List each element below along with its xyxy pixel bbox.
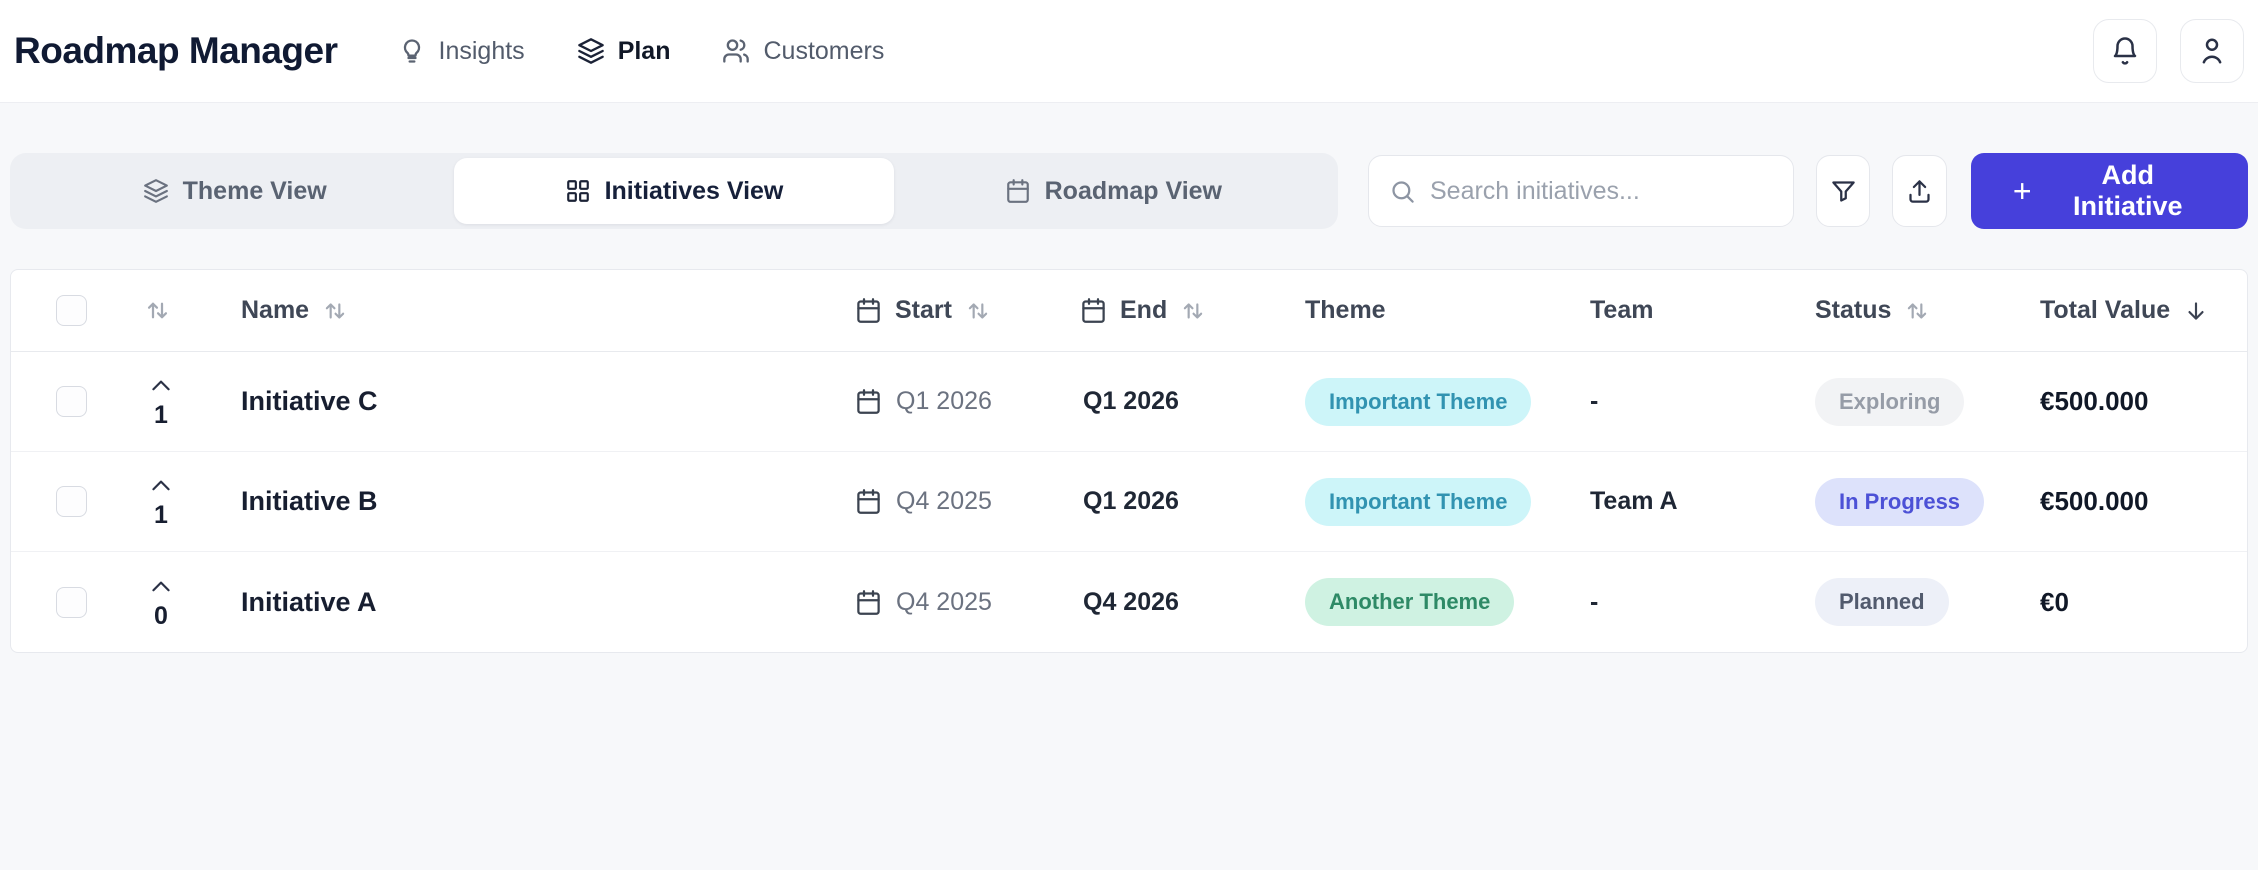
- view-switcher: Theme View Initiatives View Roadmap View: [10, 153, 1338, 229]
- theme-badge: Important Theme: [1305, 377, 1532, 426]
- header-actions: [2093, 19, 2244, 83]
- team-value: -: [1590, 387, 1599, 415]
- theme-badge: Another Theme: [1305, 578, 1515, 626]
- row-checkbox[interactable]: [56, 486, 87, 517]
- nav-item-label: Customers: [763, 36, 885, 65]
- team-value: -: [1590, 587, 1599, 616]
- layers-icon: [577, 37, 605, 65]
- calendar-icon: [855, 297, 882, 324]
- column-header-status[interactable]: Status: [1815, 296, 2030, 325]
- app-title: Roadmap Manager: [14, 30, 338, 71]
- column-header-theme: Theme: [1305, 296, 1386, 324]
- column-header-start[interactable]: Start: [855, 296, 991, 325]
- calendar-icon: [855, 589, 882, 616]
- row-checkbox[interactable]: [56, 586, 87, 618]
- toolbar: Theme View Initiatives View Roadmap View…: [10, 153, 2249, 229]
- column-header-total-value[interactable]: Total Value: [2040, 296, 2247, 325]
- vote-count: 0: [154, 601, 168, 630]
- app-header: Roadmap Manager Insights Plan Customers: [0, 0, 2258, 103]
- lightbulb-icon: [398, 37, 426, 65]
- upvote-button[interactable]: [148, 473, 174, 499]
- users-icon: [722, 37, 750, 65]
- start-value: Q1 2026: [896, 387, 992, 415]
- grid-icon: [565, 178, 591, 204]
- initiatives-table: Name Start End Theme Team: [10, 269, 2248, 653]
- nav-item-customers[interactable]: Customers: [722, 37, 884, 66]
- tab-label: Theme View: [182, 176, 327, 205]
- layers-icon: [143, 178, 169, 204]
- table-row[interactable]: 1 Initiative B Q4 2025 Q1 2026 Important…: [11, 452, 2247, 552]
- theme-badge: Important Theme: [1305, 477, 1532, 526]
- funnel-icon: [1830, 178, 1857, 205]
- column-header-end[interactable]: End: [1080, 296, 1206, 325]
- total-value: €0: [2040, 586, 2069, 617]
- tab-theme-view[interactable]: Theme View: [15, 158, 454, 224]
- status-badge: Planned: [1815, 578, 1949, 626]
- team-value: Team A: [1590, 487, 1678, 515]
- nav-item-insights[interactable]: Insights: [398, 37, 525, 66]
- calendar-icon: [1005, 178, 1031, 204]
- plus-icon: +: [2012, 173, 2032, 209]
- nav-item-label: Plan: [617, 36, 671, 65]
- table-body: 1 Initiative C Q1 2026 Q1 2026 Important…: [11, 352, 2247, 652]
- table-header-row: Name Start End Theme Team: [11, 270, 2247, 352]
- bell-icon: [2110, 36, 2140, 66]
- vote-count: 1: [154, 501, 168, 529]
- table-row[interactable]: 0 Initiative A Q4 2025 Q4 2026 Another T…: [11, 552, 2247, 652]
- sort-icon: [965, 298, 991, 324]
- export-button[interactable]: [1892, 155, 1947, 227]
- search-box: [1368, 155, 1794, 227]
- sort-icon: [1180, 298, 1206, 324]
- search-input[interactable]: [1430, 176, 1773, 206]
- column-header-team: Team: [1590, 296, 1654, 324]
- table-row[interactable]: 1 Initiative C Q1 2026 Q1 2026 Important…: [11, 352, 2247, 452]
- column-header-name[interactable]: Name: [241, 296, 847, 325]
- tab-label: Initiatives View: [604, 176, 784, 205]
- votes-sort-button[interactable]: [144, 297, 206, 324]
- arrow-down-icon: [2183, 298, 2209, 324]
- status-badge: In Progress: [1815, 477, 1985, 526]
- calendar-icon: [1080, 297, 1107, 324]
- add-initiative-label: Add Initiative: [2073, 160, 2183, 221]
- start-value: Q4 2025: [896, 587, 992, 616]
- upload-icon: [1906, 178, 1933, 205]
- main-nav: Insights Plan Customers: [398, 36, 884, 66]
- sort-icon: [322, 298, 348, 324]
- status-badge: Exploring: [1815, 377, 1965, 426]
- tab-roadmap-view[interactable]: Roadmap View: [894, 158, 1333, 224]
- upvote-button[interactable]: [148, 373, 174, 399]
- row-checkbox[interactable]: [56, 386, 87, 417]
- sort-icon: [1904, 298, 1930, 324]
- tab-initiatives-view[interactable]: Initiatives View: [454, 158, 894, 224]
- total-value: €500.000: [2040, 486, 2149, 516]
- tab-label: Roadmap View: [1044, 176, 1222, 205]
- start-value: Q4 2025: [896, 487, 992, 515]
- calendar-icon: [855, 388, 882, 415]
- initiative-name: Initiative C: [241, 386, 378, 416]
- user-icon: [2197, 36, 2227, 66]
- filter-button[interactable]: [1815, 155, 1871, 227]
- select-all-checkbox[interactable]: [56, 295, 87, 326]
- add-initiative-button[interactable]: + Add Initiative: [1970, 153, 2249, 229]
- calendar-icon: [855, 488, 882, 515]
- profile-button[interactable]: [2180, 19, 2244, 83]
- end-value: Q4 2026: [1083, 587, 1179, 616]
- search-icon: [1389, 178, 1416, 205]
- end-value: Q1 2026: [1083, 487, 1179, 515]
- notifications-button[interactable]: [2093, 19, 2157, 83]
- total-value: €500.000: [2040, 386, 2149, 416]
- upvote-button[interactable]: [148, 574, 174, 600]
- nav-item-plan[interactable]: Plan: [577, 36, 671, 66]
- initiative-name: Initiative B: [241, 486, 378, 516]
- nav-item-label: Insights: [438, 36, 525, 65]
- initiative-name: Initiative A: [241, 586, 377, 617]
- end-value: Q1 2026: [1083, 387, 1179, 415]
- vote-count: 1: [154, 401, 168, 429]
